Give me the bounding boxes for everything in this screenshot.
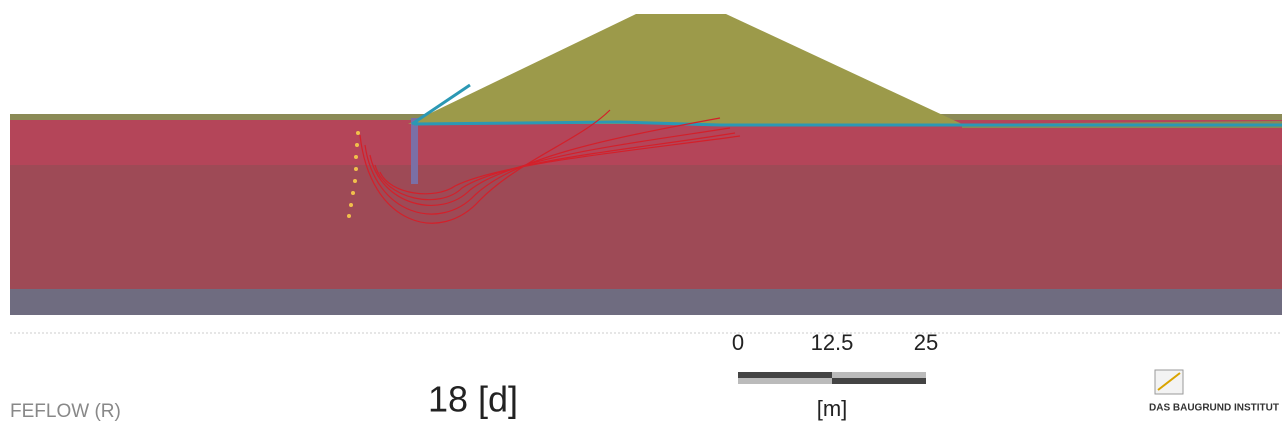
flow-lines — [359, 109, 741, 224]
scale-label: 0 — [732, 330, 744, 355]
logo-mark — [1157, 372, 1181, 391]
sheet-pile — [411, 118, 418, 184]
middle-layer — [10, 165, 1282, 292]
software-label: FEFLOW (R) — [10, 401, 121, 422]
dam — [408, 14, 962, 124]
time-label: 18 [d] — [428, 379, 518, 420]
scale-segment — [832, 372, 926, 378]
scale-label: 25 — [914, 330, 938, 355]
water-table — [411, 83, 1282, 127]
scale-segment — [832, 378, 926, 384]
scale-unit: [m] — [817, 396, 848, 421]
scale-segment — [738, 378, 832, 384]
seepage-points — [347, 131, 360, 218]
base-layer — [10, 289, 1282, 315]
logo-text: DAS BAUGRUND INSTITUT — [1149, 403, 1279, 414]
scale-label: 12.5 — [811, 330, 854, 355]
scale-segment — [738, 372, 832, 378]
